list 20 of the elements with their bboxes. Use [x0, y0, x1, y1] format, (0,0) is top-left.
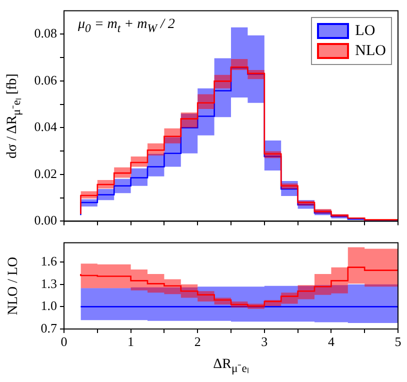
x-tick-label: 5 — [394, 334, 402, 350]
x-tick-label: 1 — [128, 334, 134, 350]
y-tick-label: 1.3 — [40, 276, 57, 291]
y-tick-label: 1.6 — [40, 254, 58, 269]
y-tick-label: 1.0 — [40, 298, 57, 314]
x-tick-label: 3 — [261, 334, 268, 350]
y-tick-label: 0.02 — [34, 166, 57, 181]
y-tick-label: 0.06 — [34, 72, 58, 88]
x-tick-label: 0 — [60, 334, 68, 350]
legend-label: NLO — [355, 42, 386, 61]
annotation: μ$_{0}$ = m$_{t}$ + m$_{W}$ / 2 — [78, 16, 175, 35]
y-tick-label: 0.7 — [40, 320, 58, 336]
y-tick-label: 0.00 — [34, 212, 57, 228]
y-tick-label: 0.08 — [34, 26, 57, 41]
y-axis-title: NLO / LO — [6, 256, 22, 316]
y-tick-label: 0.04 — [34, 119, 58, 134]
x-axis-title: ΔR$_{μ⁻eₗ}$ — [213, 357, 249, 375]
x-tick-label: 4 — [328, 334, 335, 350]
x-tick-label: 2 — [194, 334, 201, 350]
legend-label: LO — [355, 22, 376, 41]
